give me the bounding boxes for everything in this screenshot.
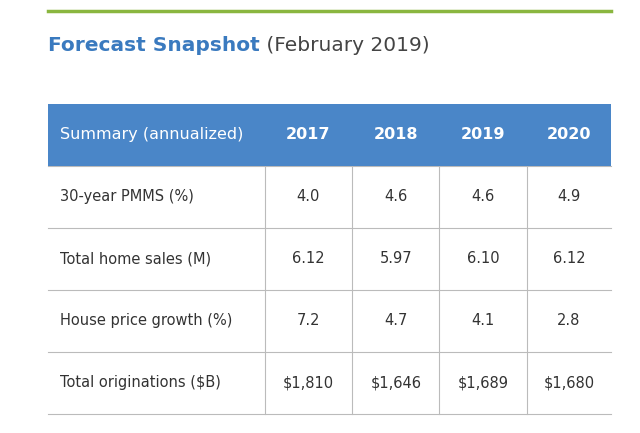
Text: 4.0: 4.0 — [297, 189, 320, 204]
Text: 2.8: 2.8 — [557, 313, 580, 328]
Text: 4.7: 4.7 — [384, 313, 408, 328]
Text: Total home sales (M): Total home sales (M) — [60, 251, 211, 266]
Text: 2019: 2019 — [461, 127, 506, 142]
Text: 6.12: 6.12 — [292, 251, 324, 266]
Text: $1,810: $1,810 — [283, 375, 334, 390]
Text: 4.6: 4.6 — [472, 189, 495, 204]
Text: (February 2019): (February 2019) — [260, 36, 429, 55]
Text: Summary (annualized): Summary (annualized) — [60, 127, 243, 142]
Text: 2017: 2017 — [286, 127, 331, 142]
Text: $1,689: $1,689 — [458, 375, 509, 390]
Text: 6.12: 6.12 — [553, 251, 585, 266]
Text: 2018: 2018 — [374, 127, 418, 142]
Text: 7.2: 7.2 — [297, 313, 320, 328]
Text: Forecast Snapshot: Forecast Snapshot — [48, 36, 260, 55]
Text: $1,646: $1,646 — [371, 375, 421, 390]
Text: House price growth (%): House price growth (%) — [60, 313, 232, 328]
Text: 2020: 2020 — [547, 127, 591, 142]
Text: Total originations ($B): Total originations ($B) — [60, 375, 220, 390]
Text: 4.1: 4.1 — [472, 313, 495, 328]
Bar — [48, 104, 611, 166]
Text: 4.6: 4.6 — [384, 189, 408, 204]
Text: 4.9: 4.9 — [557, 189, 580, 204]
Text: 30-year PMMS (%): 30-year PMMS (%) — [60, 189, 193, 204]
Text: 5.97: 5.97 — [380, 251, 412, 266]
Text: $1,680: $1,680 — [543, 375, 595, 390]
Text: 6.10: 6.10 — [467, 251, 499, 266]
